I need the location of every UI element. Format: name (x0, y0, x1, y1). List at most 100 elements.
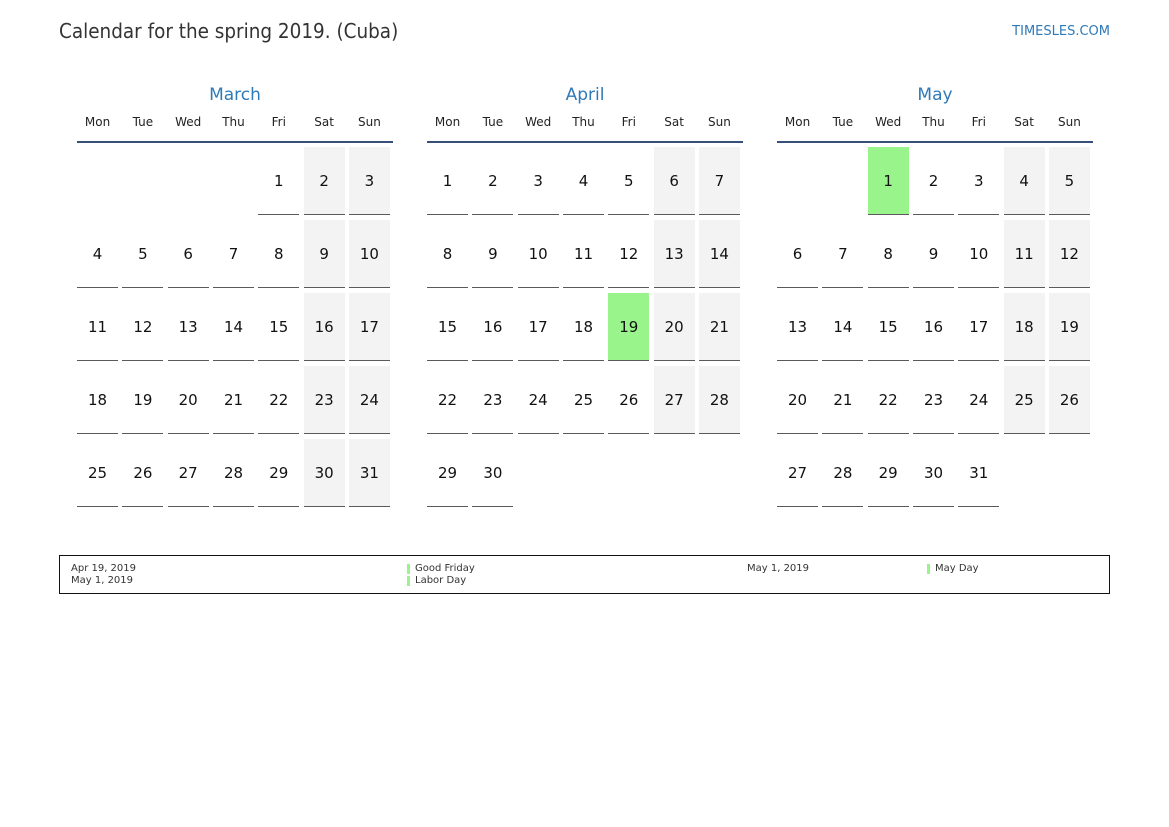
day-cell[interactable]: 26 (608, 366, 650, 434)
day-cell[interactable]: 24 (958, 366, 1000, 434)
day-cell[interactable]: 15 (258, 293, 300, 361)
day-cell[interactable]: 8 (867, 220, 909, 288)
day-cell[interactable]: 23 (912, 366, 955, 434)
day-cell[interactable]: 13 (653, 220, 695, 288)
day-cell[interactable]: 8 (427, 220, 469, 288)
day-cell[interactable]: 25 (562, 366, 605, 434)
day-cell[interactable]: 2 (303, 147, 345, 215)
day-cell[interactable]: 23 (303, 366, 345, 434)
day-cell[interactable]: 7 (822, 220, 864, 288)
day-cell[interactable]: 3 (958, 147, 1000, 215)
day-cell[interactable]: 6 (777, 220, 819, 288)
day-cell[interactable]: 13 (167, 293, 209, 361)
day-cell[interactable]: 20 (653, 293, 695, 361)
day-cell[interactable]: 11 (77, 293, 119, 361)
weekday-label: Fri (971, 115, 986, 129)
day-cell[interactable]: 20 (777, 366, 819, 434)
day-cell[interactable]: 13 (777, 293, 819, 361)
day-cell[interactable]: 16 (472, 293, 514, 361)
day-cell[interactable]: 21 (212, 366, 255, 434)
day-cell[interactable]: 19 (1048, 293, 1090, 361)
day-cell[interactable]: 19 (122, 366, 164, 434)
day-cell[interactable]: 9 (472, 220, 514, 288)
day-cell[interactable]: 12 (1048, 220, 1090, 288)
day-cell[interactable]: 2 (472, 147, 514, 215)
day-cell[interactable]: 22 (427, 366, 469, 434)
day-cell[interactable]: 30 (303, 439, 345, 507)
day-cell[interactable]: 20 (167, 366, 209, 434)
day-cell[interactable]: 17 (958, 293, 1000, 361)
day-cell[interactable]: 27 (777, 439, 819, 507)
day-cell[interactable]: 14 (698, 220, 740, 288)
day-cell[interactable]: 25 (77, 439, 119, 507)
day-cell[interactable]: 3 (348, 147, 390, 215)
day-cell[interactable]: 24 (517, 366, 559, 434)
day-cell[interactable]: 28 (212, 439, 255, 507)
day-cell[interactable]: 21 (698, 293, 740, 361)
day-cell[interactable]: 28 (822, 439, 864, 507)
day-cell[interactable]: 7 (212, 220, 255, 288)
day-cell[interactable]: 14 (822, 293, 864, 361)
day-cell[interactable]: 12 (608, 220, 650, 288)
holiday-day-cell[interactable]: 1 (867, 147, 909, 215)
day-cell[interactable]: 25 (1003, 366, 1045, 434)
day-cell[interactable]: 15 (867, 293, 909, 361)
day-cell[interactable]: 16 (912, 293, 955, 361)
day-cell[interactable]: 5 (608, 147, 650, 215)
day-cell[interactable]: 5 (1048, 147, 1090, 215)
legend-date: Apr 19, 2019 (71, 563, 137, 574)
day-cell[interactable]: 1 (427, 147, 469, 215)
day-cell[interactable]: 10 (958, 220, 1000, 288)
day-cell[interactable]: 29 (258, 439, 300, 507)
day-cell[interactable]: 5 (122, 220, 164, 288)
day-cell[interactable]: 24 (348, 366, 390, 434)
day-cell[interactable]: 31 (958, 439, 1000, 507)
day-cell[interactable]: 18 (77, 366, 119, 434)
day-cell[interactable]: 15 (427, 293, 469, 361)
day-cell[interactable]: 7 (698, 147, 740, 215)
day-cell[interactable]: 27 (167, 439, 209, 507)
weekday-label: Tue (832, 115, 854, 129)
day-cell[interactable]: 27 (653, 366, 695, 434)
day-cell[interactable]: 14 (212, 293, 255, 361)
day-cell[interactable]: 11 (562, 220, 605, 288)
day-cell[interactable]: 21 (822, 366, 864, 434)
day-cell[interactable]: 10 (517, 220, 559, 288)
day-cell[interactable]: 4 (562, 147, 605, 215)
day-cell[interactable]: 22 (258, 366, 300, 434)
holiday-day-cell[interactable]: 19 (608, 293, 650, 361)
day-cell[interactable]: 2 (912, 147, 955, 215)
site-link[interactable]: TIMESLES.COM (1012, 24, 1110, 39)
day-cell[interactable]: 23 (472, 366, 514, 434)
day-cell[interactable]: 18 (562, 293, 605, 361)
day-cell[interactable]: 31 (348, 439, 390, 507)
day-cell[interactable]: 6 (167, 220, 209, 288)
day-cell[interactable]: 22 (867, 366, 909, 434)
day-cell[interactable]: 17 (348, 293, 390, 361)
day-cell[interactable]: 26 (1048, 366, 1090, 434)
day-cell[interactable]: 8 (258, 220, 300, 288)
day-cell[interactable]: 26 (122, 439, 164, 507)
day-cell[interactable]: 6 (653, 147, 695, 215)
weekday-label: Mon (784, 115, 811, 129)
day-cell[interactable]: 9 (912, 220, 955, 288)
empty-cell (213, 147, 254, 215)
legend-date: May 1, 2019 (71, 575, 134, 586)
day-cell[interactable]: 4 (77, 220, 119, 288)
day-cell[interactable]: 16 (303, 293, 345, 361)
day-cell[interactable]: 9 (303, 220, 345, 288)
day-cell[interactable]: 30 (472, 439, 514, 507)
day-cell[interactable]: 3 (517, 147, 559, 215)
day-cell[interactable]: 30 (912, 439, 955, 507)
day-cell[interactable]: 28 (698, 366, 740, 434)
day-cell[interactable]: 4 (1003, 147, 1045, 215)
day-cell[interactable]: 10 (348, 220, 390, 288)
day-cell[interactable]: 29 (867, 439, 909, 507)
day-cell[interactable]: 18 (1003, 293, 1045, 361)
day-cell[interactable]: 1 (258, 147, 300, 215)
day-cell[interactable]: 29 (427, 439, 469, 507)
empty-cell (168, 147, 209, 215)
day-cell[interactable]: 11 (1003, 220, 1045, 288)
day-cell[interactable]: 12 (122, 293, 164, 361)
day-cell[interactable]: 17 (517, 293, 559, 361)
